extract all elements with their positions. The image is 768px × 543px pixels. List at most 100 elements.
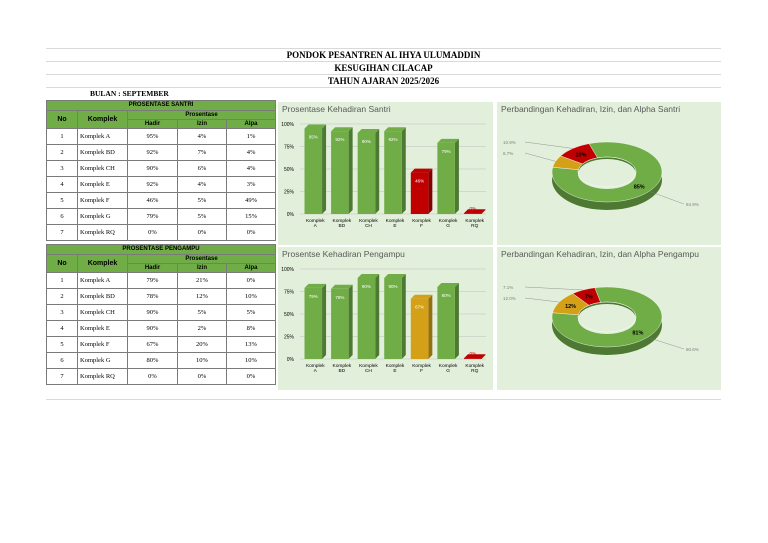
row-komplek: Komplek F — [77, 192, 128, 209]
x-tick-label: Komplek — [412, 363, 431, 369]
leader-line — [647, 337, 685, 350]
bar-top — [304, 124, 327, 129]
table-row: 3 Komplek CH 90% 6% 4% — [46, 160, 277, 177]
bar — [410, 172, 429, 214]
col-izin: Izin — [177, 263, 227, 273]
y-tick-label: 100% — [281, 122, 294, 128]
table-row: 6 Komplek G 79% 5% 15% — [46, 208, 277, 225]
row-alpa: 15% — [225, 208, 277, 225]
row-izin: 4% — [177, 128, 227, 145]
row-no: 1 — [46, 128, 78, 145]
row-no: 3 — [46, 304, 78, 321]
school-name: PONDOK PESANTREN AL IHYA ULUMADDIN — [286, 50, 481, 60]
bar-top — [384, 274, 406, 278]
bar-value-label: 90% — [362, 284, 371, 289]
donut-hole — [578, 304, 636, 334]
x-tick-label: Komplek — [439, 363, 458, 369]
row-no: 6 — [46, 352, 78, 369]
row-hadir: 79% — [127, 272, 178, 289]
bar — [331, 288, 349, 359]
x-tick-label: RQ — [471, 223, 478, 229]
leader-line — [524, 286, 584, 291]
row-alpa: 0% — [225, 272, 277, 289]
bar-value-label: 0% — [469, 206, 476, 211]
santri-table: PROSENTASE SANTRI No Komplek Prosentase … — [45, 100, 277, 241]
row-komplek: Komplek RQ — [77, 224, 128, 241]
bar-value-label: 80% — [442, 293, 451, 298]
row-komplek: Komplek CH — [77, 304, 128, 321]
grid-line — [46, 61, 721, 62]
bar-top — [331, 127, 353, 132]
row-alpa: 0% — [225, 368, 277, 385]
row-alpa: 1% — [225, 128, 277, 145]
col-prosentase: Prosentase — [126, 254, 277, 264]
row-izin: 5% — [177, 304, 227, 321]
academic-year: TAHUN AJARAN 2025/2026 — [327, 76, 440, 86]
bar-top — [437, 138, 459, 143]
col-komplek: Komplek — [77, 254, 128, 273]
x-tick-label: Komplek — [306, 363, 325, 369]
bar — [331, 131, 349, 214]
x-tick-label: CH — [365, 368, 372, 374]
grid-line — [46, 48, 721, 49]
row-hadir: 95% — [127, 128, 178, 145]
y-tick-label: 50% — [284, 312, 295, 318]
slice-label: 81% — [632, 330, 643, 336]
x-tick-label: BD — [339, 223, 346, 229]
bar-value-label: 79% — [442, 149, 451, 154]
y-tick-label: 0% — [287, 357, 295, 363]
table-row: 4 Komplek E 92% 4% 3% — [46, 176, 277, 193]
donut-hole-edge — [577, 156, 637, 188]
col-no: No — [46, 254, 78, 273]
bar-top — [410, 294, 433, 299]
x-tick-label: Komplek — [439, 218, 458, 224]
row-alpa: 10% — [225, 288, 277, 305]
row-hadir: 90% — [127, 304, 178, 321]
grid-line — [46, 74, 721, 75]
row-komplek: Komplek G — [77, 352, 128, 369]
row-komplek: Komplek RQ — [77, 368, 128, 385]
x-tick-label: Komplek — [333, 218, 352, 224]
bar-side — [481, 354, 486, 359]
bar-top — [357, 129, 380, 133]
bar — [357, 133, 376, 214]
chart-title: Prosentase Kehadiran Santri — [282, 104, 391, 114]
bar-top — [437, 283, 459, 287]
col-alpa: Alpa — [225, 119, 277, 129]
bar — [437, 287, 455, 359]
bar-value-label: 67% — [415, 305, 424, 310]
slice-outer-label: 80.6% — [686, 347, 699, 352]
x-tick-label: Komplek — [359, 363, 378, 369]
slice-outer-label: 6.7% — [503, 151, 513, 156]
bar-value-label: 79% — [309, 294, 318, 299]
row-hadir: 0% — [127, 224, 178, 241]
row-hadir: 92% — [127, 176, 178, 193]
row-no: 6 — [46, 208, 78, 225]
chart-pengampu-bar: Prosentse Kehadiran Pengampu 0% 25% 50% 75%… — [278, 247, 493, 390]
x-tick-label: Komplek — [359, 218, 378, 224]
leader-line — [649, 191, 685, 205]
row-no: 2 — [46, 288, 78, 305]
row-hadir: 80% — [127, 352, 178, 369]
bar — [410, 298, 429, 359]
bar — [384, 278, 402, 359]
y-tick-label: 100% — [281, 267, 294, 273]
x-tick-label: RQ — [471, 368, 478, 374]
bar-side — [375, 274, 380, 359]
leader-line — [524, 297, 560, 303]
row-izin: 5% — [177, 192, 227, 209]
x-tick-label: Komplek — [386, 363, 405, 369]
leader-line — [524, 141, 573, 149]
row-no: 4 — [46, 176, 78, 193]
x-tick-label: CH — [365, 223, 372, 229]
row-komplek: Komplek BD — [77, 288, 128, 305]
x-tick-label: Komplek — [465, 218, 484, 224]
x-tick-label: F — [420, 223, 423, 229]
row-izin: 5% — [177, 208, 227, 225]
row-hadir: 90% — [127, 320, 178, 337]
grid-line — [46, 87, 721, 88]
x-tick-label: BD — [339, 368, 346, 374]
month-label: BULAN : SEPTEMBER — [90, 89, 169, 98]
x-tick-label: A — [314, 223, 318, 229]
table-row: 3 Komplek CH 90% 5% 5% — [46, 304, 277, 321]
